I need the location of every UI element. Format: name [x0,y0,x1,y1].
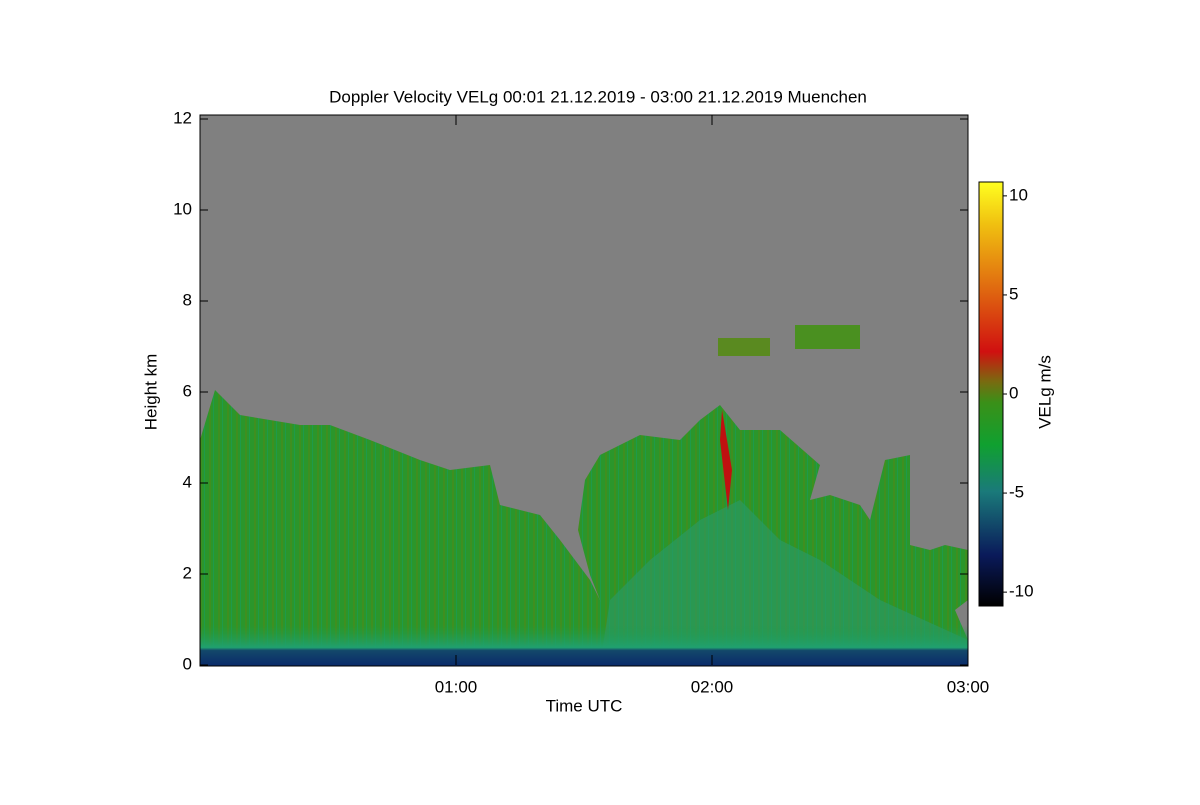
colorbar-tick-label: 0 [1009,383,1018,402]
x-axis-label: Time UTC [546,696,623,715]
y-tick-label: 10 [173,199,192,218]
colorbar [978,181,1004,607]
colorbar-tick-label: 10 [1009,185,1028,204]
y-tick-label: 12 [173,108,192,127]
y-tick-label: 8 [183,290,192,309]
x-tick-label: 01:00 [435,677,478,696]
plot-frame [199,114,969,667]
y-tick-label: 4 [183,472,192,491]
y-axis-label: Height km [141,354,160,431]
y-tick-label: 6 [183,381,192,400]
x-tick-label: 03:00 [947,677,990,696]
y-tick-label: 2 [183,563,192,582]
colorbar-tick-label: 5 [1009,284,1018,303]
y-tick-label: 0 [183,654,192,673]
x-tick-label: 02:00 [691,677,734,696]
colorbar-tick-label: -10 [1009,582,1034,601]
colorbar-tick-label: -5 [1009,483,1024,502]
colorbar-label: VELg m/s [1035,355,1054,429]
echo-field [200,115,968,666]
chart-title: Doppler Velocity VELg 00:01 21.12.2019 -… [329,87,867,106]
